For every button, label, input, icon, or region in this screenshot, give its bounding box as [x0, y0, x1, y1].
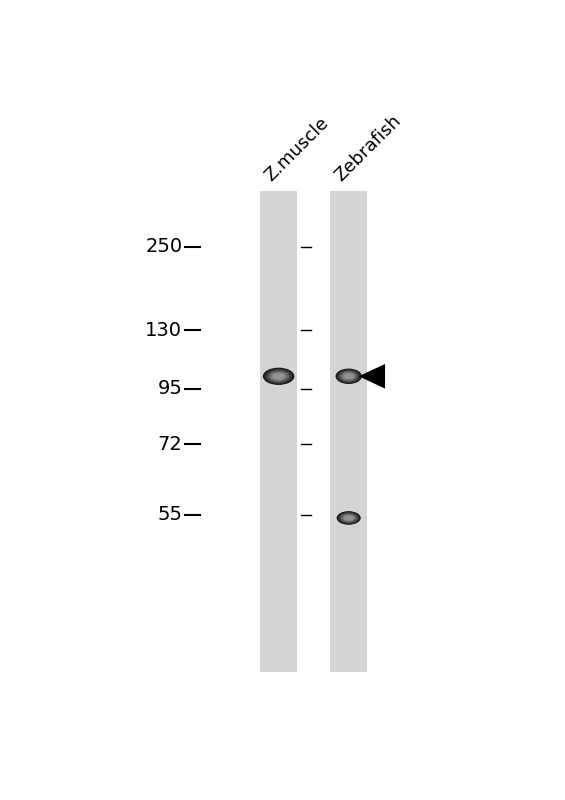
Ellipse shape [340, 513, 357, 523]
Text: 55: 55 [157, 506, 182, 524]
Bar [260, 191, 297, 672]
Text: Zebrafish: Zebrafish [332, 112, 405, 186]
Bar [330, 191, 367, 672]
Text: 72: 72 [158, 434, 182, 454]
Ellipse shape [265, 369, 292, 384]
Ellipse shape [344, 515, 354, 521]
Polygon shape [359, 364, 385, 389]
Ellipse shape [338, 512, 359, 524]
Ellipse shape [273, 373, 284, 379]
Ellipse shape [271, 372, 286, 381]
Ellipse shape [337, 369, 361, 383]
Text: Z.muscle: Z.muscle [262, 114, 332, 186]
Ellipse shape [342, 372, 355, 380]
Ellipse shape [341, 372, 357, 381]
Ellipse shape [336, 369, 362, 384]
Text: 130: 130 [145, 321, 182, 339]
Ellipse shape [339, 370, 358, 382]
Ellipse shape [272, 373, 285, 380]
Ellipse shape [268, 370, 289, 382]
Ellipse shape [270, 371, 288, 382]
Ellipse shape [266, 370, 291, 383]
Ellipse shape [337, 512, 360, 524]
Ellipse shape [267, 370, 290, 382]
Text: 95: 95 [158, 379, 182, 398]
Ellipse shape [340, 371, 357, 382]
Ellipse shape [344, 515, 353, 521]
Text: 250: 250 [145, 238, 182, 257]
Ellipse shape [339, 513, 358, 523]
Ellipse shape [342, 514, 355, 522]
Ellipse shape [344, 374, 354, 379]
Ellipse shape [342, 514, 355, 522]
Ellipse shape [337, 511, 360, 525]
Ellipse shape [337, 370, 360, 383]
Ellipse shape [341, 514, 357, 522]
Ellipse shape [263, 368, 294, 385]
Ellipse shape [338, 370, 359, 382]
Ellipse shape [343, 373, 354, 380]
Ellipse shape [264, 368, 293, 384]
